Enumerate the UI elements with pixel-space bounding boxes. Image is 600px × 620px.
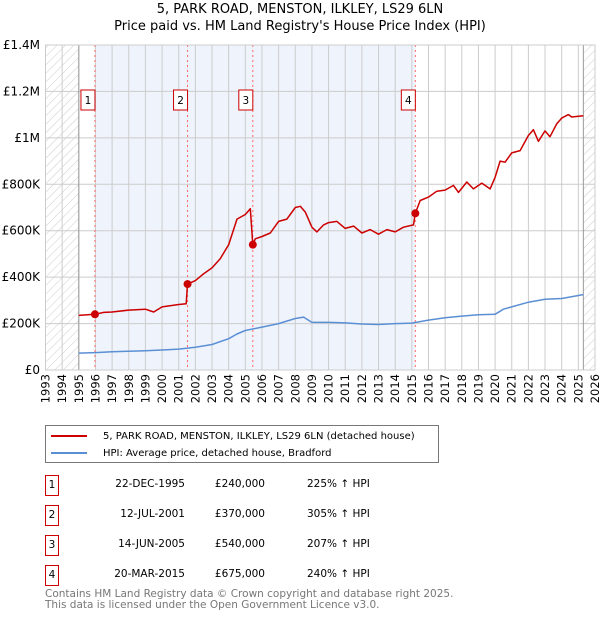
legend-label: HPI: Average price, detached house, Brad… xyxy=(103,447,332,459)
x-tick-label: 1997 xyxy=(105,374,119,403)
x-tick-label: 2023 xyxy=(538,374,552,403)
sale-price: £370,000 xyxy=(214,508,265,520)
x-tick-label: 1994 xyxy=(55,374,69,403)
sale-point xyxy=(248,240,257,249)
y-tick-label: £1.2M xyxy=(3,84,40,98)
sale-price: £675,000 xyxy=(214,568,265,580)
x-tick-label: 2001 xyxy=(172,374,186,403)
x-tick-label: 2006 xyxy=(255,374,269,403)
x-tick-label: 2016 xyxy=(421,374,435,403)
sale-number-box xyxy=(173,89,189,111)
x-tick-label: 2011 xyxy=(338,374,352,403)
x-tick-label: 2014 xyxy=(388,374,402,403)
sale-number-box xyxy=(238,89,254,111)
sale-number-label: 3 xyxy=(242,95,249,107)
sale-hpi-change: 207% ↑ HPI xyxy=(307,538,370,550)
x-tick-label: 2003 xyxy=(205,374,219,403)
x-tick-label: 1996 xyxy=(88,374,102,403)
sale-date: 12-JUL-2001 xyxy=(120,508,185,520)
sale-hpi-change: 240% ↑ HPI xyxy=(307,568,370,580)
sale-number-label: 1 xyxy=(85,95,92,107)
x-tick-label: 2009 xyxy=(305,374,319,403)
sale-number-label: 2 xyxy=(177,95,184,107)
y-tick-label: £800K xyxy=(2,177,42,191)
no-data-hatch-right xyxy=(583,45,595,370)
legend-swatch-hpi xyxy=(51,452,87,454)
sale-number-badge: 3 xyxy=(45,535,59,556)
plot-border xyxy=(45,44,596,371)
sale-point xyxy=(90,310,99,319)
x-tick-label: 2018 xyxy=(455,374,469,403)
x-tick-label: 2026 xyxy=(588,374,600,403)
x-tick-label: 1995 xyxy=(72,374,86,403)
legend: 5, PARK ROAD, MENSTON, ILKLEY, LS29 6LN … xyxy=(45,425,439,463)
x-tick-label: 2004 xyxy=(222,374,236,403)
x-tick-label: 2012 xyxy=(355,374,369,403)
x-tick-label: 2025 xyxy=(571,374,585,403)
x-tick-label: 1999 xyxy=(138,374,152,403)
sale-hpi-change: 225% ↑ HPI xyxy=(307,478,370,490)
x-tick-label: 1998 xyxy=(122,374,136,403)
sale-number-badge: 2 xyxy=(45,505,59,526)
chart-title: 5, PARK ROAD, MENSTON, ILKLEY, LS29 6LN xyxy=(156,2,444,17)
legend-item-hpi: HPI: Average price, detached house, Brad… xyxy=(46,445,331,461)
x-tick-label: 2021 xyxy=(505,374,519,403)
footer-copyright: Contains HM Land Registry data © Crown c… xyxy=(45,588,454,600)
sale-price: £540,000 xyxy=(214,538,265,550)
sale-price: £240,000 xyxy=(214,478,265,490)
sale-number-badge: 1 xyxy=(45,475,59,496)
x-tick-label: 2013 xyxy=(372,374,386,403)
sale-number-label: 4 xyxy=(405,95,412,107)
x-tick-label: 2020 xyxy=(488,374,502,403)
legend-label: 5, PARK ROAD, MENSTON, ILKLEY, LS29 6LN … xyxy=(103,430,415,442)
sale-point xyxy=(411,209,420,218)
y-tick-label: £200K xyxy=(2,317,42,331)
sale-period-shading xyxy=(94,45,416,370)
x-tick-label: 2002 xyxy=(188,374,202,403)
x-tick-label: 2005 xyxy=(238,374,252,403)
hpi-line xyxy=(78,293,584,354)
sale-date: 14-JUN-2005 xyxy=(118,538,185,550)
x-tick-label: 2008 xyxy=(288,374,302,403)
x-tick-label: 2019 xyxy=(471,374,485,403)
footer: Contains HM Land Registry data © Crown c… xyxy=(45,589,453,611)
sale-date: 22-DEC-1995 xyxy=(115,478,185,490)
y-tick-label: £0 xyxy=(25,363,40,377)
y-tick-label: £1M xyxy=(14,131,40,145)
chart-subtitle: Price paid vs. HM Land Registry's House … xyxy=(114,19,486,34)
sale-number-badge: 4 xyxy=(45,565,59,586)
y-tick-label: £600K xyxy=(2,224,42,238)
x-tick-label: 1993 xyxy=(39,374,53,403)
x-tick-label: 2000 xyxy=(155,374,169,403)
sale-number-box xyxy=(80,89,96,111)
x-tick-label: 2024 xyxy=(555,374,569,403)
footer-licence: This data is licensed under the Open Gov… xyxy=(45,599,380,611)
price-chart: 1993 1994 1995 1996 1997 1998 1999 2000 2001 2002… xyxy=(2,38,600,403)
x-tick-label: 2022 xyxy=(521,374,535,403)
x-tick-label: 2010 xyxy=(322,374,336,403)
x-tick-label: 2015 xyxy=(405,374,419,403)
sale-number-box xyxy=(400,89,416,111)
sale-hpi-change: 305% ↑ HPI xyxy=(307,508,370,520)
y-tick-label: £1.4M xyxy=(3,38,40,52)
legend-swatch-property xyxy=(51,435,87,437)
x-tick-label: 2017 xyxy=(438,374,452,403)
y-tick-label: £400K xyxy=(2,270,42,284)
x-tick-label: 2007 xyxy=(272,374,286,403)
sale-point xyxy=(183,280,192,289)
property-price-line xyxy=(78,113,584,317)
sale-date: 20-MAR-2015 xyxy=(114,568,185,580)
legend-item-property: 5, PARK ROAD, MENSTON, ILKLEY, LS29 6LN … xyxy=(46,428,415,444)
